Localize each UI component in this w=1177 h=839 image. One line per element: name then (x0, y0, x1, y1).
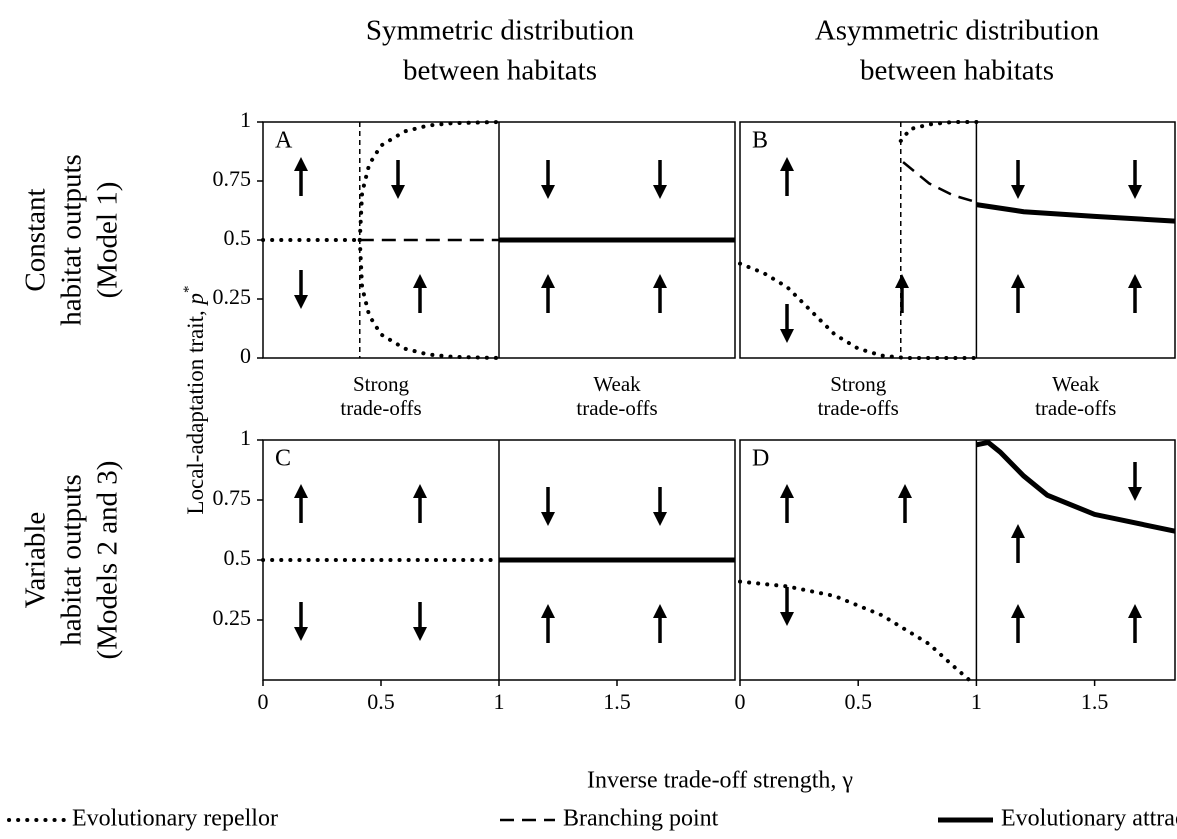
panel-label: B (752, 128, 768, 154)
x-tick-label: 0 (735, 689, 746, 714)
region-label: trade-offs (576, 396, 657, 420)
panel-label: A (275, 128, 293, 154)
panel-frame (739, 121, 1176, 359)
column-title: Asymmetric distribution (815, 15, 1100, 47)
row-title: habitat outputs (56, 154, 88, 326)
region-label: Strong (353, 372, 410, 396)
y-tick-label: 0.5 (224, 545, 252, 570)
y-tick-label: 0.25 (213, 284, 252, 309)
x-tick-label: 0.5 (844, 689, 872, 714)
curve (357, 120, 501, 242)
y-axis-label-part: * (181, 285, 197, 293)
region-label: trade-offs (340, 396, 421, 420)
region-label: Weak (1052, 372, 1100, 396)
row-title: (Model 1) (92, 182, 124, 299)
curve (738, 261, 979, 360)
x-tick-label: 1.5 (1081, 689, 1109, 714)
legend-label: Branching point (563, 806, 719, 832)
y-tick-label: 0.5 (224, 225, 252, 250)
x-tick-label: 0.5 (367, 689, 395, 714)
curve (738, 579, 972, 682)
row-title: habitat outputs (56, 474, 88, 646)
x-tick-label: 0 (258, 689, 269, 714)
row-title: (Models 2 and 3) (92, 461, 124, 660)
y-axis-label-part: p (183, 293, 208, 307)
row-title: Constant (20, 188, 52, 291)
curve (902, 161, 977, 204)
x-tick-label: 1.5 (603, 689, 631, 714)
curve (975, 439, 1176, 534)
region-label: trade-offs (1035, 396, 1116, 420)
x-axis-label: Inverse trade-off strength, γ (587, 768, 853, 794)
legend-label: Evolutionary repellor (72, 806, 278, 832)
y-tick-label: 0 (240, 343, 251, 368)
y-tick-label: 0.75 (213, 166, 252, 191)
curve (898, 120, 979, 143)
curve (357, 238, 501, 360)
region-label: Strong (830, 372, 887, 396)
x-tick-label: 1 (494, 689, 505, 714)
column-title: between habitats (403, 55, 597, 87)
y-axis-label: Local-adaptation trait, p* (181, 285, 208, 514)
region-label: trade-offs (818, 396, 899, 420)
column-title: Symmetric distribution (366, 15, 635, 47)
column-title: between habitats (860, 55, 1054, 87)
x-tick-label: 1 (971, 689, 982, 714)
panel-label: D (752, 446, 769, 472)
panel-frame (739, 439, 1176, 681)
curve (976, 202, 1176, 224)
panel-label: C (275, 446, 291, 472)
y-tick-label: 1 (240, 107, 251, 132)
region-label: Weak (593, 372, 641, 396)
legend-label: Evolutionary attractor (1001, 806, 1177, 832)
y-axis-label-part: Local-adaptation trait, (183, 304, 208, 514)
row-title: Variable (20, 512, 52, 609)
y-tick-label: 0.25 (213, 605, 252, 630)
y-tick-label: 0.75 (213, 485, 252, 510)
y-tick-label: 1 (240, 425, 251, 450)
